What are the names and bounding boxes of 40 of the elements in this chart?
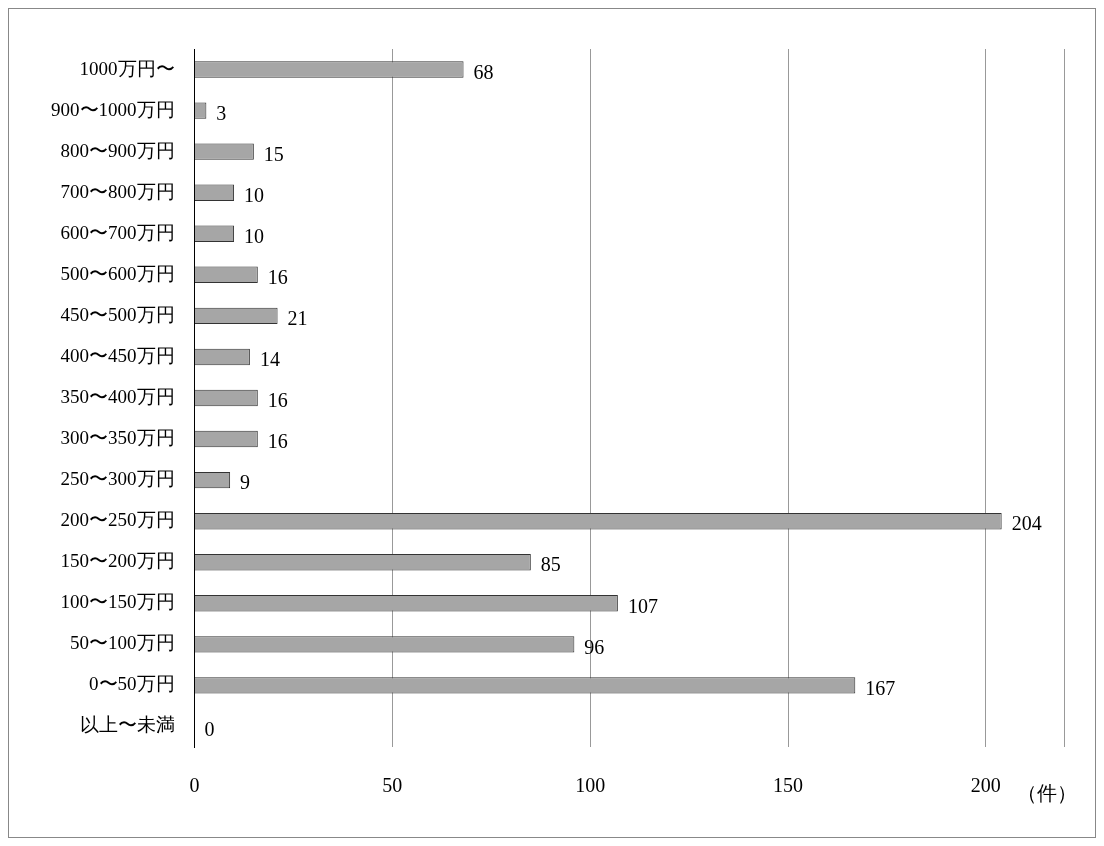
data-label: 167	[865, 676, 896, 699]
data-label: 10	[244, 225, 265, 248]
y-tick-label: 1000万円〜	[79, 57, 175, 79]
x-tick-label: 200	[970, 774, 1001, 797]
y-tick-label: 100〜150万円	[60, 591, 175, 613]
data-label: 10	[244, 183, 265, 206]
data-label: 107	[627, 594, 658, 617]
y-tick-label: 700〜800万円	[60, 180, 175, 202]
data-label: 9	[240, 471, 251, 494]
data-label: 14	[259, 348, 280, 371]
x-axis-title: （件）	[1017, 782, 1077, 805]
data-label: 85	[540, 553, 561, 576]
data-label: 16	[267, 266, 288, 289]
y-tick-label: 300〜350万円	[60, 427, 175, 449]
y-tick-label: 600〜700万円	[60, 221, 175, 243]
data-label: 204	[1011, 512, 1042, 535]
y-tick-label: 250〜300万円	[60, 468, 175, 490]
y-tick-label: 350〜400万円	[60, 385, 175, 407]
x-tick-label: 0	[189, 774, 200, 797]
data-label: 16	[267, 389, 288, 412]
x-tick-label: 150	[773, 774, 804, 797]
y-tick-label: 以上〜未満	[79, 714, 175, 736]
y-tick-label: 450〜500万円	[60, 303, 175, 325]
x-tick-label: 100	[575, 774, 606, 797]
data-label: 21	[287, 307, 308, 330]
y-tick-label: 0〜50万円	[89, 673, 175, 695]
data-label: 96	[584, 635, 605, 658]
data-label: 68	[473, 60, 494, 83]
y-tick-label: 50〜100万円	[70, 632, 175, 654]
y-tick-label: 400〜450万円	[60, 344, 175, 366]
y-tick-label: 500〜600万円	[60, 262, 175, 284]
data-label: 15	[263, 142, 284, 165]
y-tick-label: 900〜1000万円	[51, 98, 175, 120]
y-tick-label: 150〜200万円	[60, 550, 175, 572]
data-label: 16	[267, 430, 288, 453]
data-label: 3	[216, 101, 227, 124]
data-label: 0	[204, 717, 215, 740]
y-tick-label: 200〜250万円	[60, 509, 175, 531]
y-tick-label: 800〜900万円	[60, 139, 175, 161]
x-tick-label: 50	[382, 774, 403, 797]
